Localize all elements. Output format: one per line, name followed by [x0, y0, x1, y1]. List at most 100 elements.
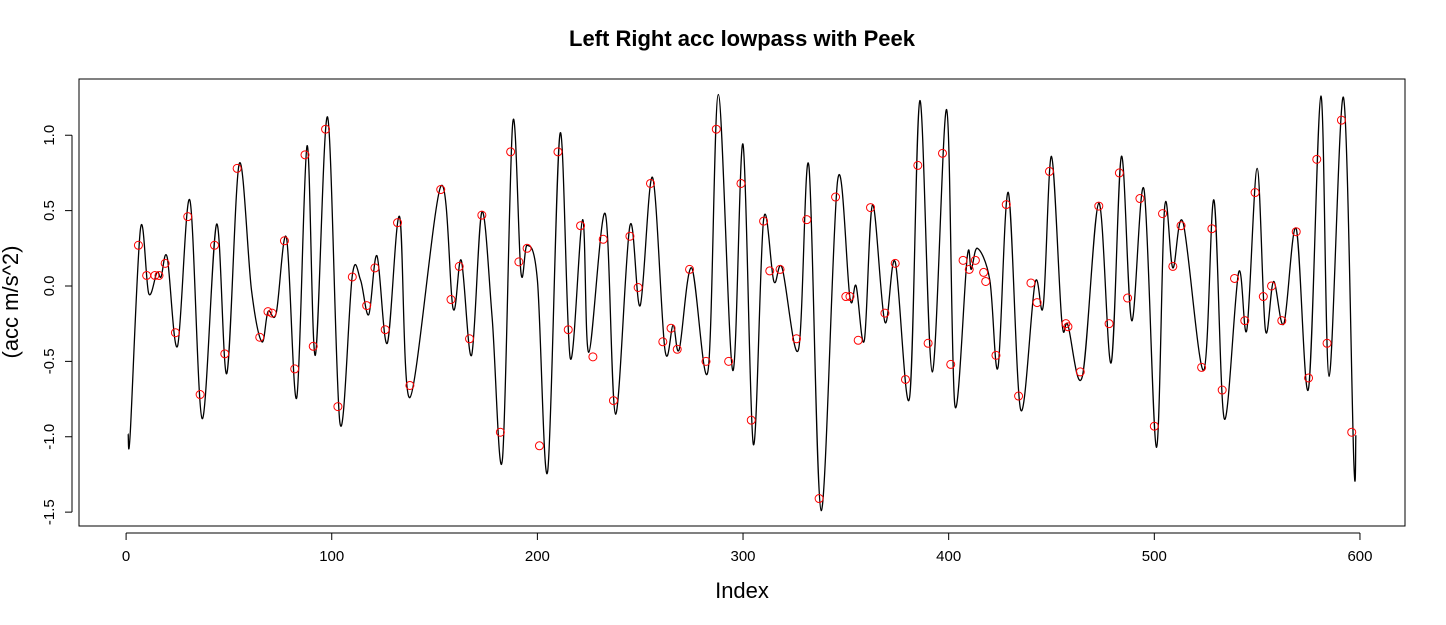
peak-point — [841, 292, 851, 302]
peak-point — [981, 276, 991, 286]
peak-point — [938, 148, 948, 158]
peak-point — [362, 301, 372, 311]
x-tick-label: 0 — [122, 548, 130, 565]
x-axis-label: Index — [715, 578, 769, 603]
peak-point — [333, 402, 343, 412]
peak-point — [658, 337, 668, 347]
peak-point — [979, 267, 989, 277]
peak-point — [436, 185, 446, 195]
y-tick-label: 1.0 — [41, 125, 58, 146]
peak-point — [900, 374, 910, 384]
peak-point — [150, 270, 160, 280]
peak-point — [880, 308, 890, 318]
peak-point — [380, 325, 390, 335]
x-tick-label: 500 — [1142, 548, 1167, 565]
peak-point — [666, 323, 676, 333]
peak-point — [454, 261, 464, 271]
peak-point — [534, 441, 544, 451]
peak-point — [633, 282, 643, 292]
peak-point — [1104, 319, 1114, 329]
peak-point — [279, 236, 289, 246]
x-tick-label: 100 — [319, 548, 344, 565]
peak-point — [290, 364, 300, 374]
peak-point — [1230, 273, 1240, 283]
peak-point — [553, 147, 563, 157]
peak-point — [1063, 322, 1073, 332]
peak-point — [853, 335, 863, 345]
peak-point — [1168, 261, 1178, 271]
plot-frame — [78, 78, 1406, 527]
peak-point — [183, 212, 193, 222]
peak-point — [845, 292, 855, 302]
peak-point — [736, 178, 746, 188]
peak-point — [1277, 316, 1287, 326]
peak-point — [170, 328, 180, 338]
data-line — [127, 93, 1357, 512]
peak-point — [913, 160, 923, 170]
peak-point — [1240, 316, 1250, 326]
peak-point — [267, 308, 277, 318]
peak-point — [814, 494, 824, 504]
y-tick-label: -1.0 — [41, 424, 58, 450]
peak-point — [195, 390, 205, 400]
peak-point — [672, 344, 682, 354]
peak-point — [1304, 373, 1314, 383]
peak-point — [133, 240, 143, 250]
peak-point — [347, 272, 357, 282]
peak-point — [232, 163, 242, 173]
peak-point — [958, 255, 968, 265]
peak-point — [759, 216, 769, 226]
y-tick-label: -1.5 — [41, 499, 58, 525]
peak-point — [477, 210, 487, 220]
peak-point — [255, 332, 265, 342]
peak-point — [991, 350, 1001, 360]
peak-point — [831, 192, 841, 202]
y-tick-label: 0.5 — [41, 200, 58, 221]
peak-point — [625, 231, 635, 241]
peak-point — [724, 356, 734, 366]
peak-point — [154, 270, 164, 280]
peak-point — [964, 264, 974, 274]
peak-point — [711, 124, 721, 134]
peak-point — [576, 221, 586, 231]
peak-point — [645, 178, 655, 188]
peak-point — [1032, 298, 1042, 308]
x-tick-label: 200 — [525, 548, 550, 565]
peak-point — [1176, 221, 1186, 231]
peak-point — [506, 147, 516, 157]
peak-point — [1149, 421, 1159, 431]
peak-point — [775, 264, 785, 274]
peak-point — [321, 124, 331, 134]
peak-point — [1336, 115, 1346, 125]
peak-point — [1322, 338, 1332, 348]
peak-point — [588, 352, 598, 362]
peak-point — [514, 257, 524, 267]
peak-point — [970, 255, 980, 265]
peak-point — [1291, 227, 1301, 237]
x-tick-label: 300 — [731, 548, 756, 565]
peak-point — [866, 203, 876, 213]
peak-point — [1061, 319, 1071, 329]
peak-point — [1044, 166, 1054, 176]
peak-point — [210, 240, 220, 250]
y-tick-label: -0.5 — [41, 348, 58, 374]
peak-point — [1075, 367, 1085, 377]
peak-point — [1001, 200, 1011, 210]
peak-point — [1217, 385, 1227, 395]
peak-point — [1026, 278, 1036, 288]
peak-point — [802, 215, 812, 225]
peak-point — [446, 295, 456, 305]
peak-point — [370, 263, 380, 273]
peak-point — [405, 380, 415, 390]
peak-point — [1207, 224, 1217, 234]
peak-point — [1347, 427, 1357, 437]
peak-point — [495, 427, 505, 437]
y-tick-label: 0.0 — [41, 276, 58, 297]
peak-point — [1014, 391, 1024, 401]
peak-point — [598, 234, 608, 244]
peak-point — [1135, 194, 1145, 204]
peak-point — [791, 334, 801, 344]
peak-point — [685, 264, 695, 274]
